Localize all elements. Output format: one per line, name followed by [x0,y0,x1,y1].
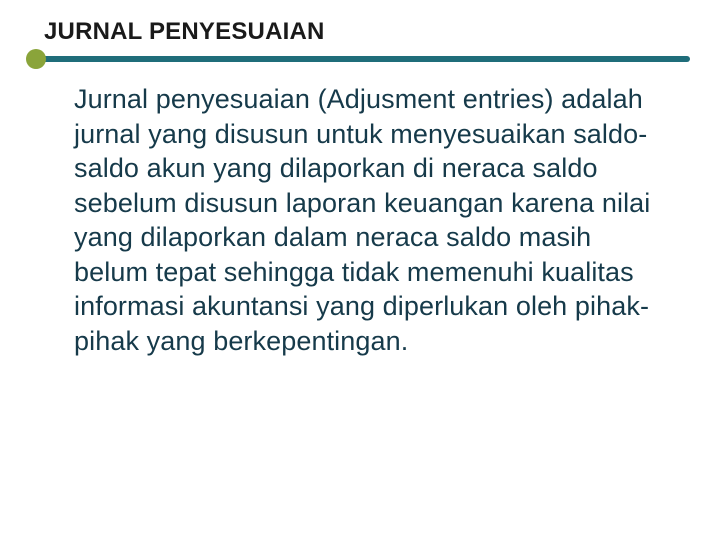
slide: JURNAL PENYESUAIAN Jurnal penyesuaian (A… [0,0,720,540]
title-block: JURNAL PENYESUAIAN [44,18,686,52]
slide-body-text: Jurnal penyesuaian (Adjusment entries) a… [44,82,686,358]
slide-title: JURNAL PENYESUAIAN [44,18,686,52]
title-underline [34,56,690,62]
title-bullet-dot [26,49,46,69]
